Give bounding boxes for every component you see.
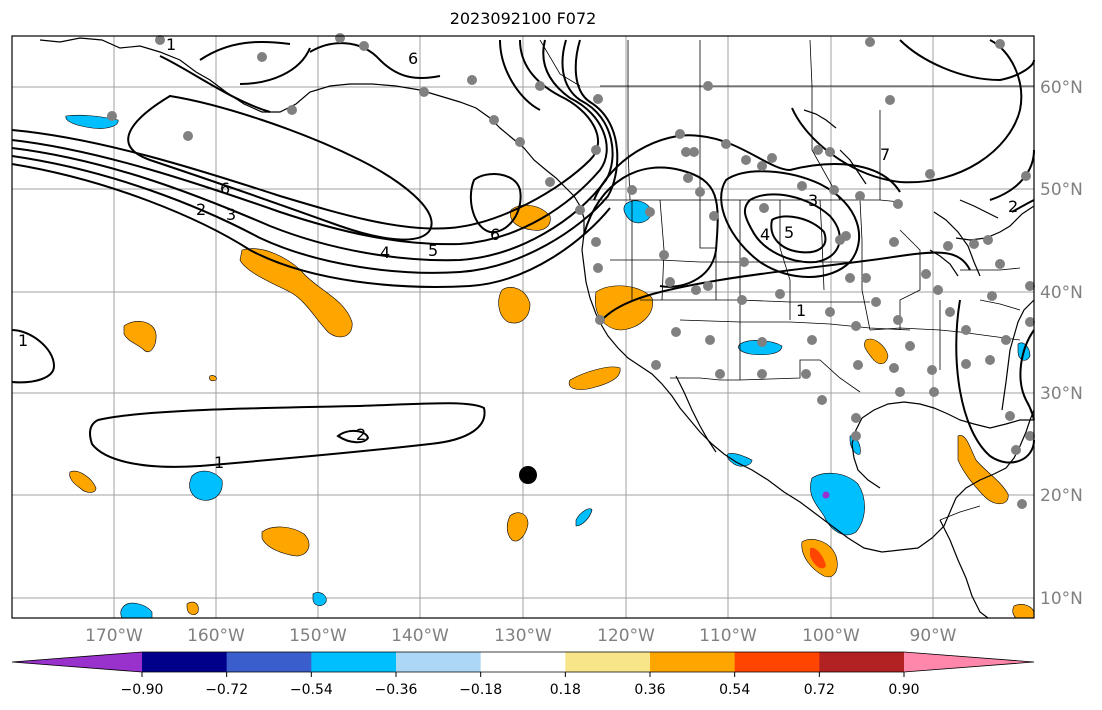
lat-label: 40°N — [1040, 283, 1083, 303]
colorbar-segment — [650, 652, 736, 672]
lon-label: 130°W — [494, 626, 552, 646]
latitude-labels: 60°N 50°N 40°N 30°N 20°N 10°N — [1040, 78, 1083, 609]
colorbar-extend-low — [12, 652, 142, 672]
colorbar-tick-label: −0.18 — [459, 682, 502, 698]
lon-label: 160°W — [187, 626, 245, 646]
colorbar-tick-label: −0.54 — [290, 682, 333, 698]
colorbar-tick-label: 0.90 — [888, 682, 919, 698]
contour-label: 1 — [214, 453, 224, 472]
lon-label: 100°W — [802, 626, 860, 646]
strong-negative-spot — [822, 491, 830, 499]
lat-label: 10°N — [1040, 589, 1083, 609]
storm-position-marker — [519, 466, 537, 484]
coastlines — [39, 37, 1035, 619]
negative-anomaly-patches — [65, 114, 1031, 619]
colorbar-tick-label: −0.72 — [205, 682, 248, 698]
lon-label: 140°W — [391, 626, 449, 646]
lat-label: 30°N — [1040, 384, 1083, 404]
colorbar-segment — [734, 652, 820, 672]
colorbar-segment — [226, 652, 312, 672]
colorbar-extend-high — [904, 652, 1034, 672]
lat-label: 60°N — [1040, 78, 1083, 98]
longitude-labels: 170°W 160°W 150°W 140°W 130°W 120°W 110°… — [85, 626, 957, 646]
lon-label: 90°W — [910, 626, 957, 646]
contour-label: 6 — [220, 179, 230, 198]
map-title: 2023092100 F072 — [449, 9, 597, 28]
contour-label: 2 — [356, 425, 366, 444]
contour-label: 4 — [760, 225, 770, 244]
colorbar-segment — [396, 652, 482, 672]
colorbar-segment — [142, 652, 228, 672]
colorbar — [11, 651, 1035, 673]
station-dots — [107, 33, 1035, 509]
colorbar-segment — [311, 652, 397, 672]
lon-label: 150°W — [289, 626, 347, 646]
contour-label: 6 — [490, 225, 500, 244]
colorbar-tick-label: 0.72 — [804, 682, 835, 698]
contour-label: 1 — [796, 301, 806, 320]
contour-label: 1 — [18, 331, 28, 350]
contour-label: 2 — [196, 200, 206, 219]
contour-label: 3 — [808, 191, 818, 210]
state-borders — [539, 39, 1034, 521]
colorbar-segment — [819, 652, 905, 672]
contour-label: 3 — [226, 205, 236, 224]
colorbar-segment — [480, 652, 566, 672]
lon-label: 170°W — [85, 626, 143, 646]
colorbar-segment — [565, 652, 651, 672]
positive-anomaly-patches — [69, 204, 1035, 619]
contour-label: 5 — [428, 241, 438, 260]
contour-label: 6 — [408, 49, 418, 68]
map-frame — [11, 35, 1035, 619]
lat-label: 20°N — [1040, 486, 1083, 506]
contour-label: 5 — [784, 223, 794, 242]
contour-label: 4 — [380, 243, 390, 262]
lat-label: 50°N — [1040, 180, 1083, 200]
colorbar-tick-label: −0.90 — [121, 682, 164, 698]
colorbar-tick-label: 0.36 — [634, 682, 665, 698]
contour-labels: 6 2 3 4 5 6 1 2 6 3 4 5 1 1 7 2 1 — [18, 35, 1018, 472]
contour-label: 1 — [166, 35, 176, 54]
colorbar-tick-label: −0.36 — [375, 682, 418, 698]
colorbar-ticks: −0.90 −0.72 −0.54 −0.36 −0.18 0.18 0.36 0.54 0.7… — [121, 672, 920, 698]
lon-label: 120°W — [597, 626, 655, 646]
colorbar-tick-label: 0.54 — [719, 682, 750, 698]
colorbar-tick-label: 0.18 — [550, 682, 581, 698]
lon-label: 110°W — [699, 626, 757, 646]
contour-label: 7 — [880, 145, 890, 164]
strong-positive-patch — [801, 539, 838, 578]
contour-label: 2 — [1008, 197, 1018, 216]
